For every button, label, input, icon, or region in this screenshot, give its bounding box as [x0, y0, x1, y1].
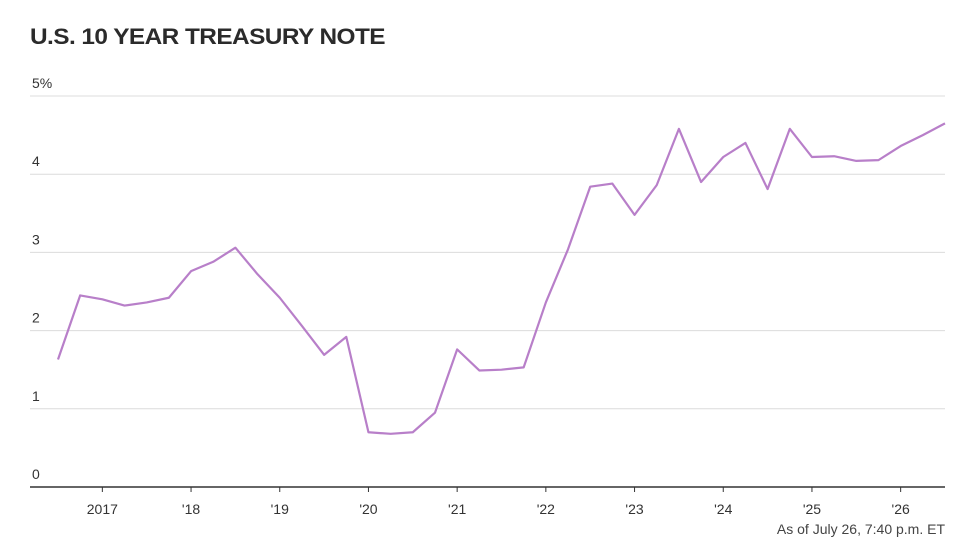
y-tick-label: 0	[32, 466, 40, 482]
x-tick-label: '23	[625, 501, 643, 517]
x-tick-label: '20	[359, 501, 377, 517]
x-tick-label: '25	[803, 501, 821, 517]
y-tick-label: 5%	[32, 75, 52, 91]
y-tick-label: 2	[32, 310, 40, 326]
x-tick-label: '22	[537, 501, 555, 517]
x-tick-label: '21	[448, 501, 466, 517]
y-tick-label: 1	[32, 388, 40, 404]
x-tick-label: 2017	[87, 501, 118, 517]
chart-title: U.S. 10 YEAR TREASURY NOTE	[30, 24, 385, 49]
line-series	[56, 122, 946, 435]
x-tick-label: '24	[714, 501, 732, 517]
x-tick-label: '26	[892, 501, 910, 517]
note: As of July 26, 7:40 p.m. ET	[777, 521, 946, 537]
y-tick-label: 4	[32, 153, 40, 169]
y-tick-label: 3	[32, 231, 40, 247]
x-tick-label: '19	[271, 501, 289, 517]
x-tick-label: '18	[182, 501, 200, 517]
